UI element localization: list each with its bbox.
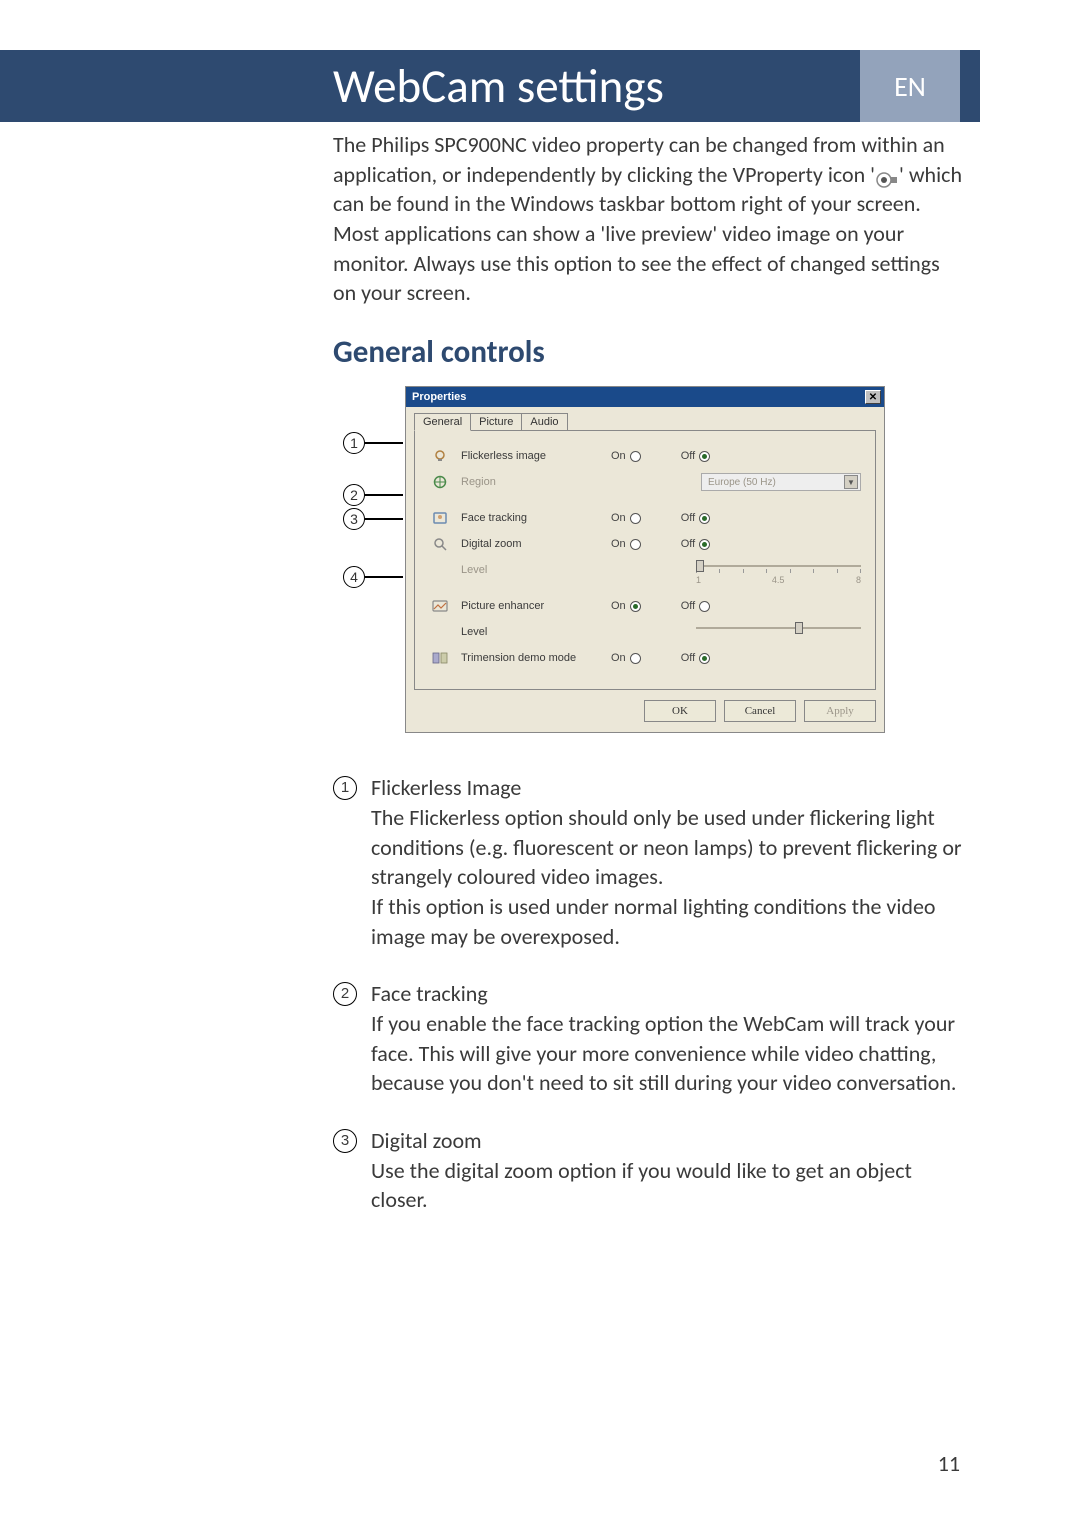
- apply-button[interactable]: Apply: [804, 700, 876, 722]
- properties-screenshot: 1 2 3 4 Properties ✕ General Picture Aud…: [343, 386, 963, 733]
- enhancer-icon: [429, 598, 451, 614]
- language-label: EN: [894, 69, 926, 104]
- tab-general[interactable]: General: [414, 413, 471, 431]
- window-title: Properties: [412, 391, 466, 403]
- enhancer-label: Picture enhancer: [451, 600, 601, 612]
- intro-paragraph: The Philips SPC900NC video property can …: [333, 130, 963, 308]
- tab-picture[interactable]: Picture: [470, 413, 522, 431]
- def-title-1: Flickerless Image: [371, 774, 521, 801]
- def-title-3: Digital zoom: [371, 1127, 482, 1154]
- page-title: WebCam settings: [333, 57, 664, 115]
- page-number: 11: [938, 1450, 960, 1477]
- def-body-2: If you enable the face tracking option t…: [371, 1010, 956, 1096]
- language-tab: EN: [860, 50, 960, 122]
- callout-4: 4: [343, 566, 403, 588]
- zoom-off[interactable]: Off: [681, 538, 710, 550]
- section-title: General controls: [333, 333, 963, 371]
- close-icon[interactable]: ✕: [865, 390, 881, 404]
- intro-text-1: The Philips SPC900NC video property can …: [333, 131, 945, 188]
- enh-level-slider[interactable]: [696, 623, 861, 641]
- callout-3: 3: [343, 508, 403, 530]
- flickerless-off[interactable]: Off: [681, 450, 710, 462]
- callout-2: 2: [343, 484, 403, 506]
- globe-icon: [429, 474, 451, 490]
- header-bar: WebCam settings: [0, 50, 980, 122]
- tabs: General Picture Audio: [414, 413, 876, 431]
- tab-audio[interactable]: Audio: [521, 413, 567, 431]
- chevron-down-icon: ▼: [844, 475, 858, 489]
- trimension-label: Trimension demo mode: [451, 652, 601, 664]
- face-off[interactable]: Off: [681, 512, 710, 524]
- lightbulb-icon: [429, 448, 451, 464]
- trimension-off[interactable]: Off: [681, 652, 710, 664]
- flickerless-label: Flickerless image: [451, 450, 601, 462]
- definition-3: 3 Digital zoom Use the digital zoom opti…: [333, 1126, 963, 1215]
- def-body-3: Use the digital zoom option if you would…: [371, 1157, 912, 1214]
- vproperty-icon: [875, 167, 899, 185]
- cancel-button[interactable]: Cancel: [724, 700, 796, 722]
- def-title-2: Face tracking: [371, 980, 488, 1007]
- enh-level-label: Level: [451, 626, 601, 638]
- region-label: Region: [451, 476, 601, 488]
- region-select[interactable]: Europe (50 Hz) ▼: [701, 473, 861, 491]
- callout-1: 1: [343, 432, 403, 454]
- magnifier-icon: [429, 536, 451, 552]
- ok-button[interactable]: OK: [644, 700, 716, 722]
- definitions-list: 1 Flickerless Image The Flickerless opti…: [333, 773, 963, 1215]
- face-icon: [429, 510, 451, 526]
- enhancer-off[interactable]: Off: [681, 600, 710, 612]
- def-body-1: The Flickerless option should only be us…: [371, 804, 962, 950]
- face-label: Face tracking: [451, 512, 601, 524]
- zoom-on[interactable]: On: [611, 538, 641, 550]
- zoom-label: Digital zoom: [451, 538, 601, 550]
- zoom-level-slider[interactable]: 1 4.5 8: [696, 561, 861, 579]
- definition-1: 1 Flickerless Image The Flickerless opti…: [333, 773, 963, 951]
- enhancer-on[interactable]: On: [611, 600, 641, 612]
- properties-window: Properties ✕ General Picture Audio Flick…: [405, 386, 885, 733]
- flickerless-on[interactable]: On: [611, 450, 641, 462]
- face-on[interactable]: On: [611, 512, 641, 524]
- trimension-icon: [429, 650, 451, 666]
- window-titlebar: Properties ✕: [406, 387, 884, 407]
- definition-2: 2 Face tracking If you enable the face t…: [333, 979, 963, 1098]
- zoom-level-label: Level: [451, 564, 601, 576]
- trimension-on[interactable]: On: [611, 652, 641, 664]
